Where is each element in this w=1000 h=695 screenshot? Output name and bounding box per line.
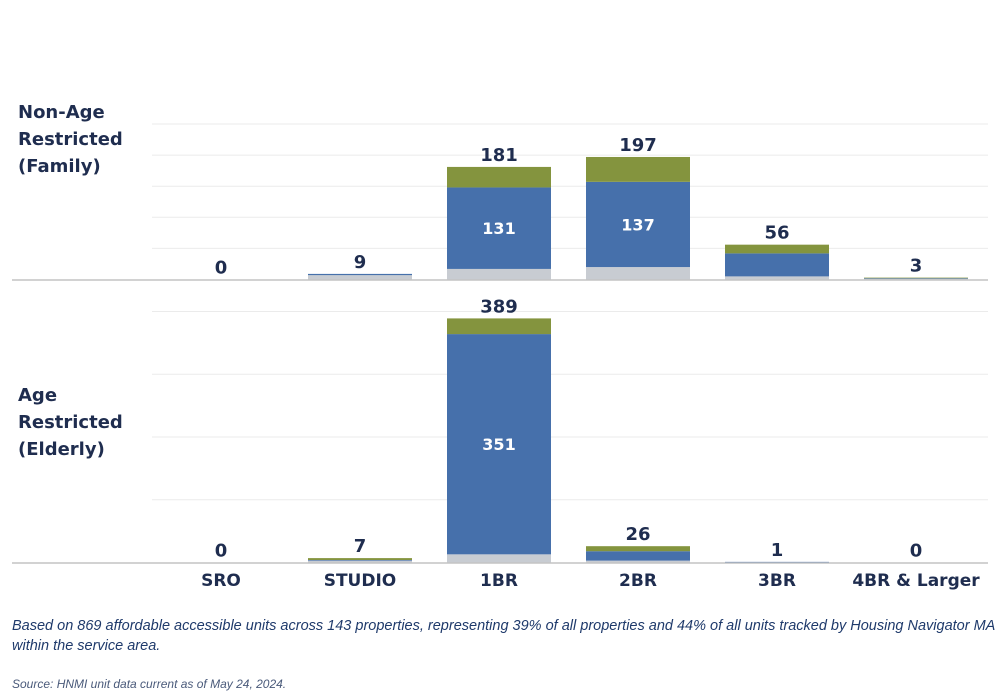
bar-segment: [725, 253, 829, 277]
bar-segment: [308, 273, 412, 276]
bar-inner-label: 137: [621, 215, 654, 234]
bar-segment: [586, 156, 690, 182]
row-label-line: (Family): [18, 156, 101, 177]
bar-total-label: 7: [354, 536, 367, 557]
bar-segment: [308, 560, 412, 563]
bar-total-label: 3: [910, 256, 923, 277]
bar-segment: [864, 278, 968, 280]
bar-segment: [725, 561, 829, 563]
x-tick-label: 4BR & Larger: [852, 571, 980, 591]
bar-segment: [864, 277, 968, 279]
stacked-bar-chart: 0 9 181 131 197 137 56 3 0 7 389 351 26 1 0 SRO STUDIO 1…: [12, 123, 988, 591]
bar-segment: [308, 559, 412, 561]
bar-segment: [864, 278, 968, 279]
bar-total-label: 26: [625, 524, 650, 545]
bar-total-label: 181: [480, 145, 518, 166]
row-label-line: Restricted: [18, 129, 123, 150]
bar-segment: [447, 268, 551, 280]
bar-segment: [447, 318, 551, 335]
row-label-line: (Elderly): [18, 439, 105, 460]
x-tick-label: 1BR: [480, 571, 518, 591]
bar-segment: [447, 334, 551, 555]
bar-total-label: 0: [215, 541, 228, 562]
x-tick-label: 3BR: [758, 571, 796, 591]
bar-segment: [308, 558, 412, 560]
bar-total-label: 9: [354, 252, 367, 273]
bar-total-label: 197: [619, 135, 657, 156]
bar-segment: [725, 244, 829, 254]
bar-total-label: 56: [764, 223, 789, 244]
bar-inner-label: 351: [482, 435, 515, 454]
bar-inner-label: 131: [482, 219, 515, 238]
bar-total-label: 0: [910, 541, 923, 562]
row-label-line: Non-Age: [18, 102, 105, 123]
row-label-line: Age: [18, 385, 58, 406]
bar-segment: [447, 166, 551, 188]
source-note: Source: HNMI unit data current as of May…: [12, 677, 287, 691]
bar-segment: [447, 554, 551, 563]
x-tick-label: STUDIO: [324, 571, 397, 591]
bar-segment: [586, 551, 690, 561]
bar-total-label: 0: [215, 258, 228, 279]
bar-segment: [447, 187, 551, 269]
x-tick-label: 2BR: [619, 571, 657, 591]
bar-total-label: 389: [480, 296, 518, 317]
bar-total-label: 1: [771, 540, 784, 561]
bar-segment: [586, 560, 690, 563]
bar-segment: [725, 276, 829, 280]
bar-segment: [586, 546, 690, 552]
bar-segment: [308, 275, 412, 280]
row-label-family: Non-Age Restricted (Family): [18, 99, 148, 180]
bar-segment: [586, 181, 690, 268]
footnote: Based on 869 affordable accessible units…: [12, 618, 995, 654]
row-label-line: Restricted: [18, 412, 123, 433]
x-tick-label: SRO: [201, 571, 241, 591]
bar-segment: [586, 267, 690, 280]
row-label-elderly: Age Restricted (Elderly): [18, 382, 148, 463]
